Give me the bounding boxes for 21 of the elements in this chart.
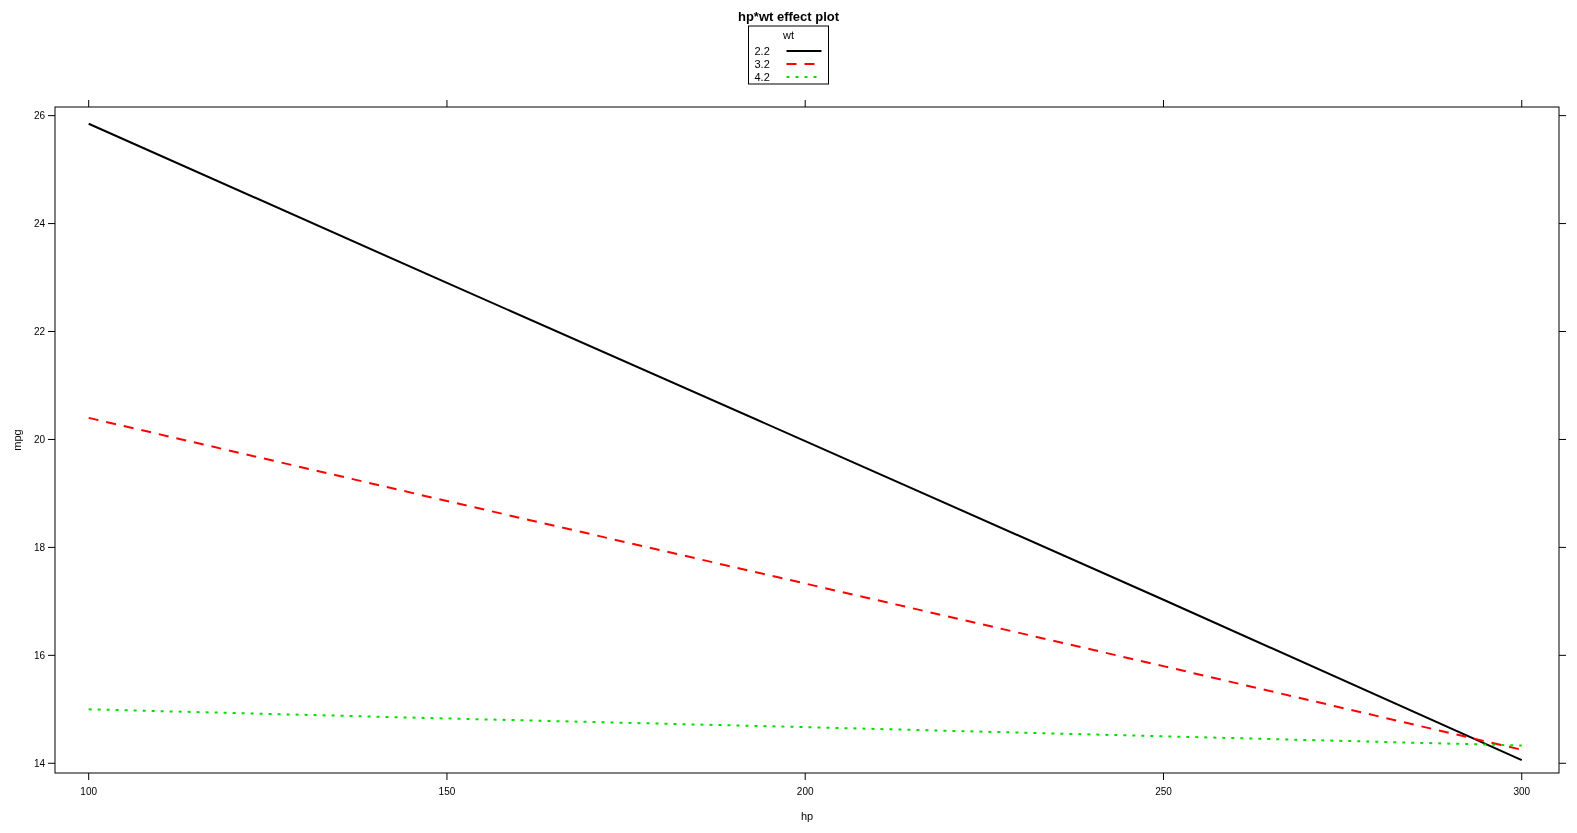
chart-title: hp*wt effect plot bbox=[737, 9, 840, 24]
y-tick-label: 22 bbox=[33, 326, 46, 338]
y-tick-label: 16 bbox=[33, 649, 46, 661]
y-tick-label: 20 bbox=[33, 433, 46, 445]
y-axis-title: mpg bbox=[11, 429, 23, 451]
x-tick-label: 200 bbox=[796, 786, 814, 797]
legend-title: wt bbox=[782, 29, 794, 41]
y-tick-label: 18 bbox=[33, 541, 46, 553]
x-tick-label: 150 bbox=[438, 786, 456, 797]
legend-label: 4.2 bbox=[754, 71, 770, 83]
y-tick-label: 24 bbox=[33, 218, 46, 230]
x-tick-label: 100 bbox=[80, 786, 98, 797]
line-series bbox=[87, 122, 1523, 762]
legend-label: 3.2 bbox=[754, 58, 770, 70]
y-tick-label: 26 bbox=[33, 110, 46, 122]
legend-label: 2.2 bbox=[754, 45, 770, 57]
line-series bbox=[87, 708, 1523, 747]
x-tick-label: 300 bbox=[1513, 786, 1531, 797]
x-axis-title: hp bbox=[800, 810, 814, 822]
y-tick-label: 14 bbox=[33, 757, 46, 769]
x-tick-label: 250 bbox=[1155, 786, 1173, 797]
